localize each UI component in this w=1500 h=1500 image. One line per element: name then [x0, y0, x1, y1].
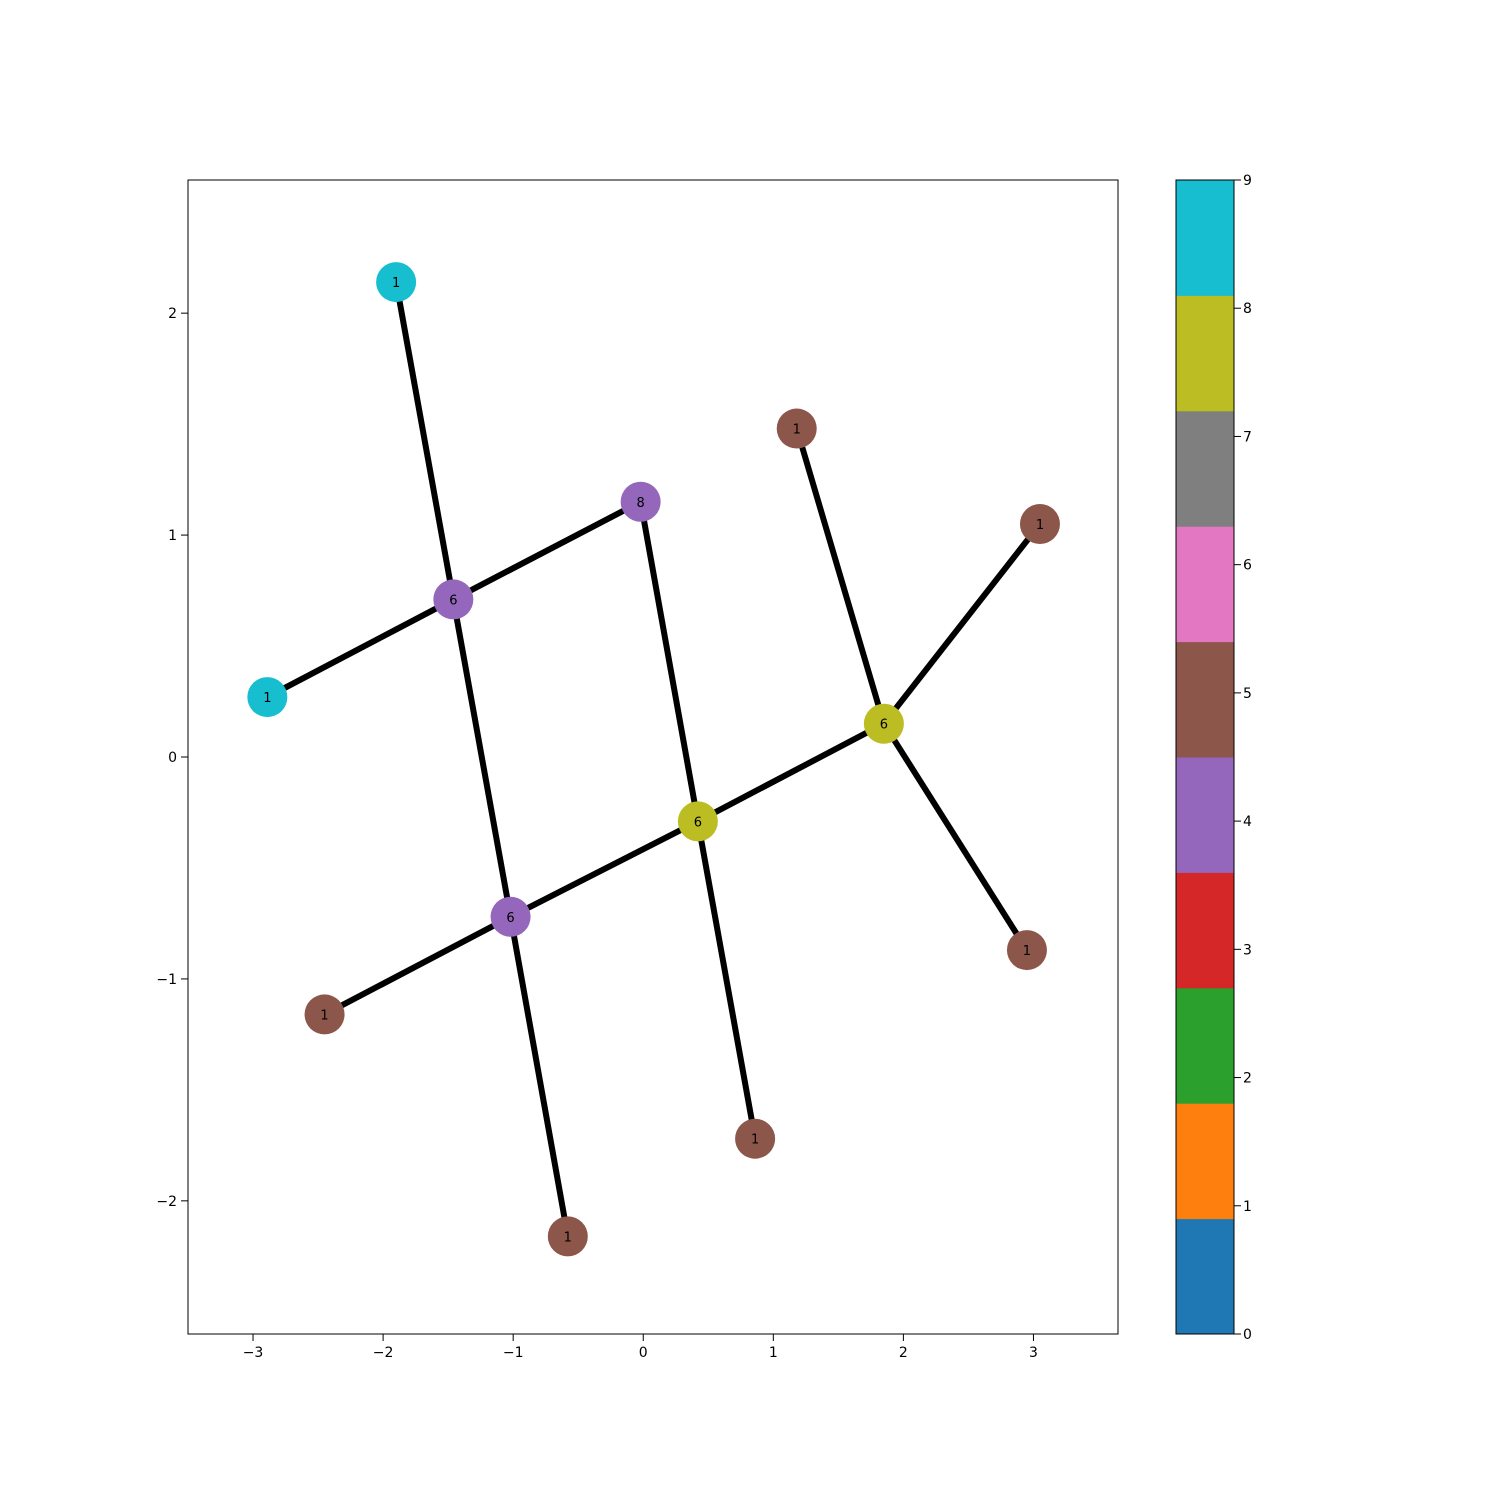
- graph-edge: [451, 499, 643, 603]
- y-tick-label: −1: [156, 972, 177, 988]
- graph-edge: [509, 818, 700, 920]
- graph-edge: [393, 281, 457, 600]
- colorbar-segment: [1176, 180, 1234, 296]
- graph-edge: [323, 914, 512, 1018]
- colorbar-frame: [1175, 179, 1235, 1335]
- x-tick-label: 2: [899, 1345, 908, 1361]
- y-axis: −2 −1 0 1 2: [156, 306, 188, 1210]
- colorbar-tick-label: 9: [1243, 173, 1252, 189]
- node-label: 6: [506, 911, 514, 926]
- graph-edge: [265, 596, 455, 700]
- colorbar-tick-label: 4: [1243, 814, 1252, 830]
- x-tick-label: −2: [373, 1345, 394, 1361]
- graph-node: [304, 994, 345, 1035]
- colorbar-segment: [1176, 987, 1234, 1104]
- y-tick-label: 2: [168, 306, 177, 322]
- x-tick-label: 0: [639, 1345, 648, 1361]
- colorbar-segment: [1176, 526, 1234, 643]
- graph-edge: [881, 522, 1043, 726]
- colorbar-tick-label: 7: [1243, 429, 1252, 445]
- node-label: 6: [880, 718, 888, 733]
- y-tick-label: 0: [168, 750, 177, 766]
- graph-node: [776, 408, 817, 449]
- node-label: 1: [1023, 944, 1031, 959]
- y-tick-label: 1: [168, 528, 177, 544]
- node-label: 6: [449, 593, 457, 608]
- colorbar-tick-label: 3: [1243, 942, 1252, 958]
- graph-edge: [694, 820, 759, 1140]
- node-label: 1: [392, 276, 400, 291]
- node-label: 6: [694, 815, 702, 830]
- nodes-layer: 1 6 1 8 6 6 6 1 1 1 1 1 1: [247, 262, 1060, 1257]
- graph-node: [376, 262, 417, 303]
- graph-edge: [450, 598, 514, 918]
- edges-layer: [265, 281, 1043, 1237]
- colorbar-tick-label: 6: [1243, 558, 1252, 574]
- graph-edge: [637, 501, 701, 822]
- plot-frame: [187, 179, 1119, 1335]
- graph-edge: [507, 916, 571, 1237]
- x-tick-label: −1: [503, 1345, 524, 1361]
- y-tick-label: −2: [156, 1194, 177, 1210]
- node-label: 1: [751, 1133, 759, 1148]
- colorbar: 0 1 2 3 4 5 6 7 8 9: [1176, 173, 1252, 1343]
- colorbar-tick-label: 8: [1243, 301, 1252, 317]
- colorbar-tick-label: 1: [1243, 1199, 1252, 1215]
- graph-node: [620, 481, 661, 522]
- colorbar-segment: [1176, 641, 1234, 758]
- graph-node: [677, 801, 718, 842]
- node-label: 1: [564, 1230, 572, 1245]
- graph-node: [247, 677, 288, 718]
- graph-edge: [881, 722, 1030, 952]
- x-tick-label: 1: [769, 1345, 778, 1361]
- node-label: 8: [637, 496, 645, 511]
- graph-edge: [793, 427, 887, 725]
- graph-node: [863, 703, 904, 744]
- colorbar-segment: [1176, 872, 1234, 989]
- colorbar-tick-label: 0: [1243, 1327, 1252, 1343]
- colorbar-segment: [1176, 1218, 1234, 1335]
- graph-node: [1019, 503, 1060, 544]
- node-label: 1: [1036, 518, 1044, 533]
- colorbar-tick-label: 5: [1243, 686, 1252, 702]
- node-label: 1: [793, 423, 801, 438]
- graph-edge: [696, 721, 886, 825]
- graph-node: [490, 896, 531, 937]
- colorbar-segment: [1176, 295, 1234, 412]
- colorbar-segment: [1176, 757, 1234, 873]
- colorbar-segment: [1176, 410, 1234, 527]
- x-tick-label: 3: [1029, 1345, 1038, 1361]
- x-axis: −3 −2 −1 0 1 2 3: [243, 1334, 1038, 1361]
- graph-node: [547, 1216, 588, 1257]
- graph-node: [1006, 930, 1047, 971]
- node-label: 1: [320, 1008, 328, 1023]
- graph-node: [735, 1118, 776, 1159]
- colorbar-tick-label: 2: [1243, 1071, 1252, 1087]
- graph-node: [433, 579, 474, 620]
- colorbar-segment: [1176, 1103, 1234, 1220]
- node-label: 1: [263, 691, 271, 706]
- x-tick-label: −3: [243, 1345, 264, 1361]
